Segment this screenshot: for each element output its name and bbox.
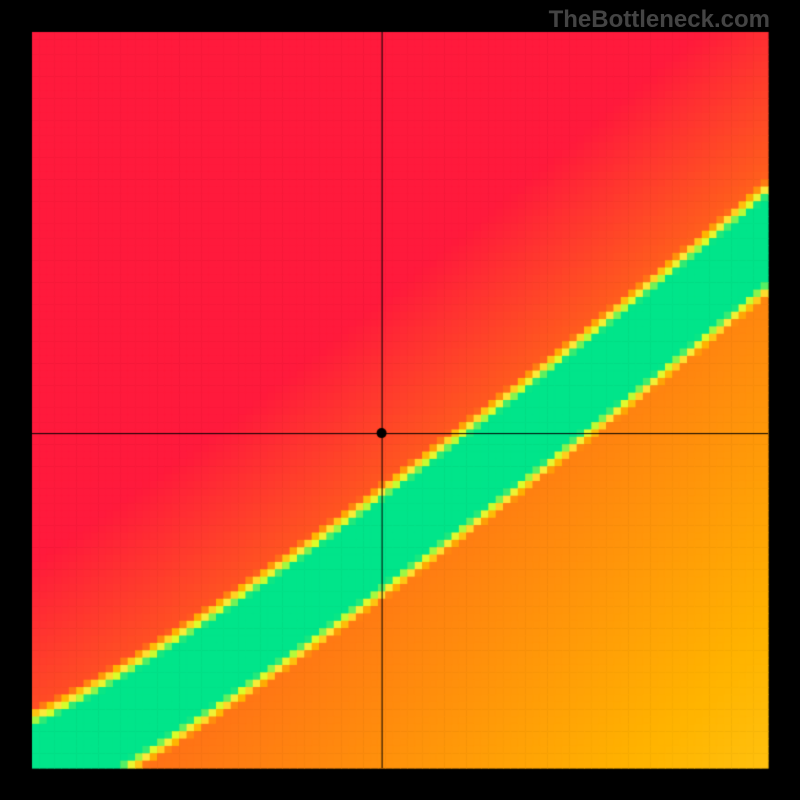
heatmap-canvas — [0, 0, 800, 800]
chart-container: TheBottleneck.com — [0, 0, 800, 800]
watermark-text: TheBottleneck.com — [549, 6, 770, 34]
